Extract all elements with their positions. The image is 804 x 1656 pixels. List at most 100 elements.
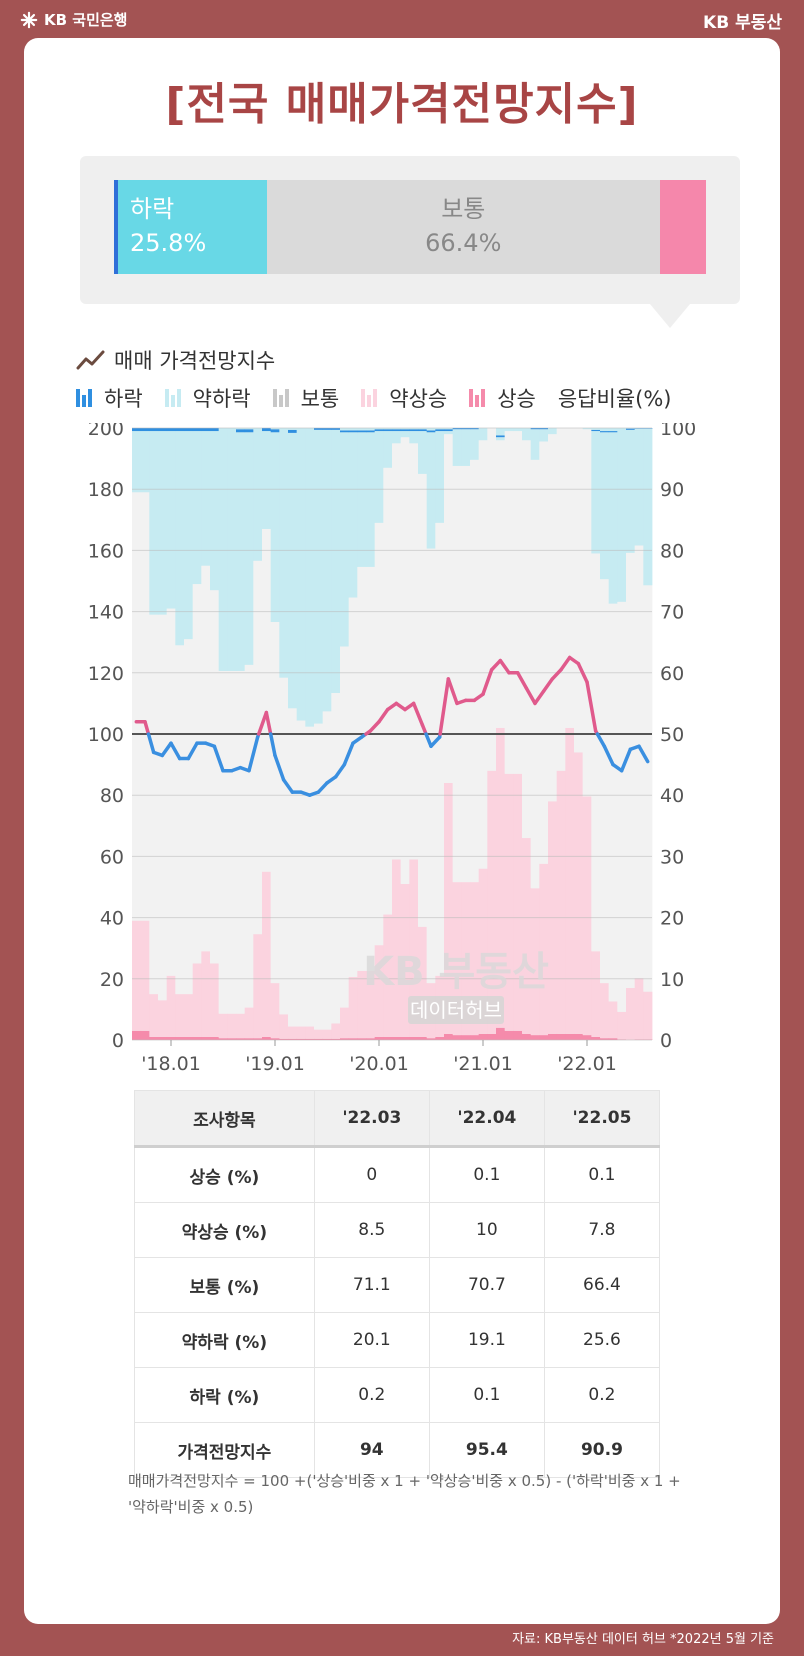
index-line-segment	[438, 677, 451, 736]
bar-segment	[132, 431, 142, 493]
y-left-tick-label: 100	[88, 724, 124, 746]
bar-segment	[400, 428, 410, 430]
bar-segment	[236, 432, 246, 671]
table-row-header: 가격전망지수	[134, 1422, 315, 1478]
bank-name: KB 국민은행	[44, 11, 128, 29]
bar-segment	[539, 429, 549, 442]
bar-segment	[513, 428, 523, 432]
bar-segment	[140, 1030, 150, 1040]
index-line-segment	[368, 720, 381, 733]
bar-segment	[357, 430, 367, 433]
bar-segment	[392, 431, 402, 444]
table-cell: 8.5	[313, 1202, 430, 1258]
bar-segment	[288, 428, 298, 430]
y-right-tick-label: 70	[660, 602, 684, 624]
table-cell: 94	[313, 1422, 430, 1478]
bar-segment	[522, 1033, 532, 1040]
bar-segment	[444, 434, 454, 783]
bar-segment	[236, 1038, 246, 1040]
index-line-segment	[576, 661, 589, 684]
normal-segment: 보통 66.4%	[266, 180, 660, 274]
bar-segment	[435, 429, 445, 432]
bar-segment	[270, 432, 280, 623]
legend-label: 하락	[104, 387, 143, 411]
index-line-segment	[268, 732, 277, 758]
table-row: 하락 (%) 0.2 0.1 0.2	[134, 1367, 661, 1423]
bar-segment	[426, 428, 436, 431]
y-right-tick-label: 0	[660, 1030, 672, 1052]
y-left-tick-label: 180	[88, 479, 124, 501]
bar-segment	[340, 428, 350, 431]
y-left-tick-label: 140	[88, 602, 124, 624]
bar-segment	[409, 431, 419, 444]
bar-segment	[366, 1038, 376, 1040]
bar-segment	[634, 428, 644, 546]
bar-segment	[383, 429, 393, 432]
bar-segment	[400, 429, 410, 432]
bar-segment	[409, 1036, 419, 1040]
y-right-tick-label: 100	[660, 423, 696, 440]
bar-segment	[426, 1038, 436, 1040]
bar-segment	[314, 1038, 324, 1040]
table-row-header: 상승 (%)	[134, 1146, 315, 1203]
bar-segment	[470, 428, 480, 430]
bar-segment	[331, 428, 341, 430]
table-header-cell: 조사항목	[134, 1090, 315, 1148]
bar-segment	[478, 868, 488, 1034]
bar-segment	[461, 1035, 471, 1040]
bar-segment	[253, 934, 263, 1039]
bar-segment	[461, 429, 471, 466]
index-line-segment	[595, 732, 607, 748]
table-cell: 0.1	[543, 1146, 661, 1203]
index-line-segment	[351, 735, 364, 745]
bar-segment	[504, 1030, 514, 1040]
index-line-segment	[247, 735, 260, 773]
index-line-segment	[489, 658, 503, 672]
kb-bank-logo: KB 국민은행	[20, 9, 127, 30]
table-cell: 0.1	[428, 1146, 545, 1203]
bar-segment	[539, 863, 549, 1036]
y-left-tick-label: 160	[88, 540, 124, 562]
bar-segment	[591, 429, 601, 432]
bar-segment	[296, 1038, 306, 1040]
bar-segment	[132, 492, 142, 921]
table-cell: 66.4	[543, 1257, 661, 1313]
bar-segment	[392, 443, 402, 860]
bar-segment	[392, 859, 402, 1037]
main-card: [전국 매매가격전망지수] 하락 25.8% 보통 66.4% 매매	[24, 38, 780, 1624]
bar-segment	[348, 430, 358, 433]
bar-segment	[314, 428, 324, 430]
bar-segment	[366, 970, 376, 1039]
bar-segment	[556, 1033, 566, 1040]
bar-segment	[383, 467, 393, 915]
bar-segment	[400, 1036, 410, 1040]
bar-segment	[244, 428, 254, 430]
bar-segment	[322, 1038, 332, 1040]
bar-segment	[348, 597, 358, 977]
bar-segment	[210, 590, 220, 964]
bar-segment	[210, 963, 220, 1037]
bar-segment	[383, 431, 393, 468]
bar-segment	[400, 883, 410, 1037]
bar-segment	[279, 677, 289, 1015]
index-line-segment	[515, 671, 529, 690]
legend-label: 상승	[497, 387, 536, 411]
legend-weak-rise: 약상승	[361, 383, 447, 413]
bar-segment	[253, 428, 263, 561]
bar-segment	[192, 584, 202, 964]
bar-segment	[530, 428, 540, 430]
table-row: 약상승 (%) 8.5 10 7.8	[134, 1202, 661, 1258]
bar-segment	[574, 1033, 584, 1040]
bar-segment	[244, 429, 254, 433]
table-cell: 7.8	[543, 1202, 661, 1258]
bar-segment	[192, 1036, 202, 1040]
bar-segment	[314, 429, 324, 724]
watermark-title: KB 부동산	[363, 949, 549, 995]
table-header-cell: '22.03	[313, 1090, 430, 1148]
bar-segment	[184, 994, 194, 1037]
index-line-segment	[377, 707, 390, 724]
bar-segment	[452, 465, 462, 883]
fall-value: 25.8%	[130, 229, 207, 257]
bar-segment	[262, 1036, 272, 1040]
table-row-header: 보통 (%)	[134, 1257, 315, 1313]
